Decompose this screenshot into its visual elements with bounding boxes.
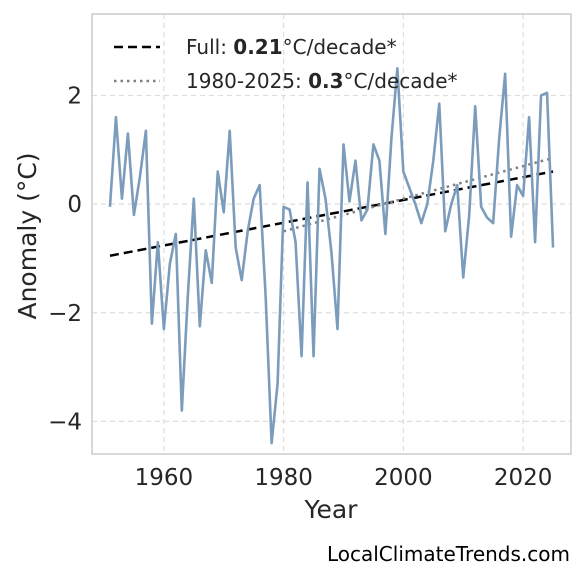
legend-recent-text: 1980-2025: 0.3°C/decade* [186,69,458,93]
legend-full-unit: °C/decade* [283,35,397,59]
x-tick-label: 2020 [494,465,553,491]
y-tick-label: −2 [48,301,82,327]
series-group [108,67,555,445]
x-tick-label: 2000 [374,465,433,491]
legend-full-rate: 0.21 [233,35,282,59]
legend-recent-rate: 0.3 [308,69,343,93]
legend-full-prefix: Full: [186,35,233,59]
x-tick-label: 1980 [254,465,313,491]
x-tick-labels: 1960 1980 2000 2020 [135,465,553,491]
legend-recent-prefix: 1980-2025: [186,69,308,93]
y-tick-label: 0 [67,192,82,218]
y-tick-label: 2 [67,83,82,109]
y-axis-label: Anomaly (°C) [13,152,42,319]
legend: Full: 0.21°C/decade* 1980-2025: 0.3°C/de… [114,35,458,93]
legend-full-text: Full: 0.21°C/decade* [186,35,397,59]
y-tick-label: −4 [48,409,82,435]
plot-frame [91,13,572,455]
full-trend-line [109,170,554,257]
y-tick-labels: 2 0 −2 −4 [48,83,82,435]
site-credit: LocalClimateTrends.com [327,542,570,566]
legend-recent-unit: °C/decade* [344,69,458,93]
x-axis-label: Year [304,495,359,524]
anomaly-series-line [108,67,555,445]
x-tick-label: 1960 [135,465,194,491]
